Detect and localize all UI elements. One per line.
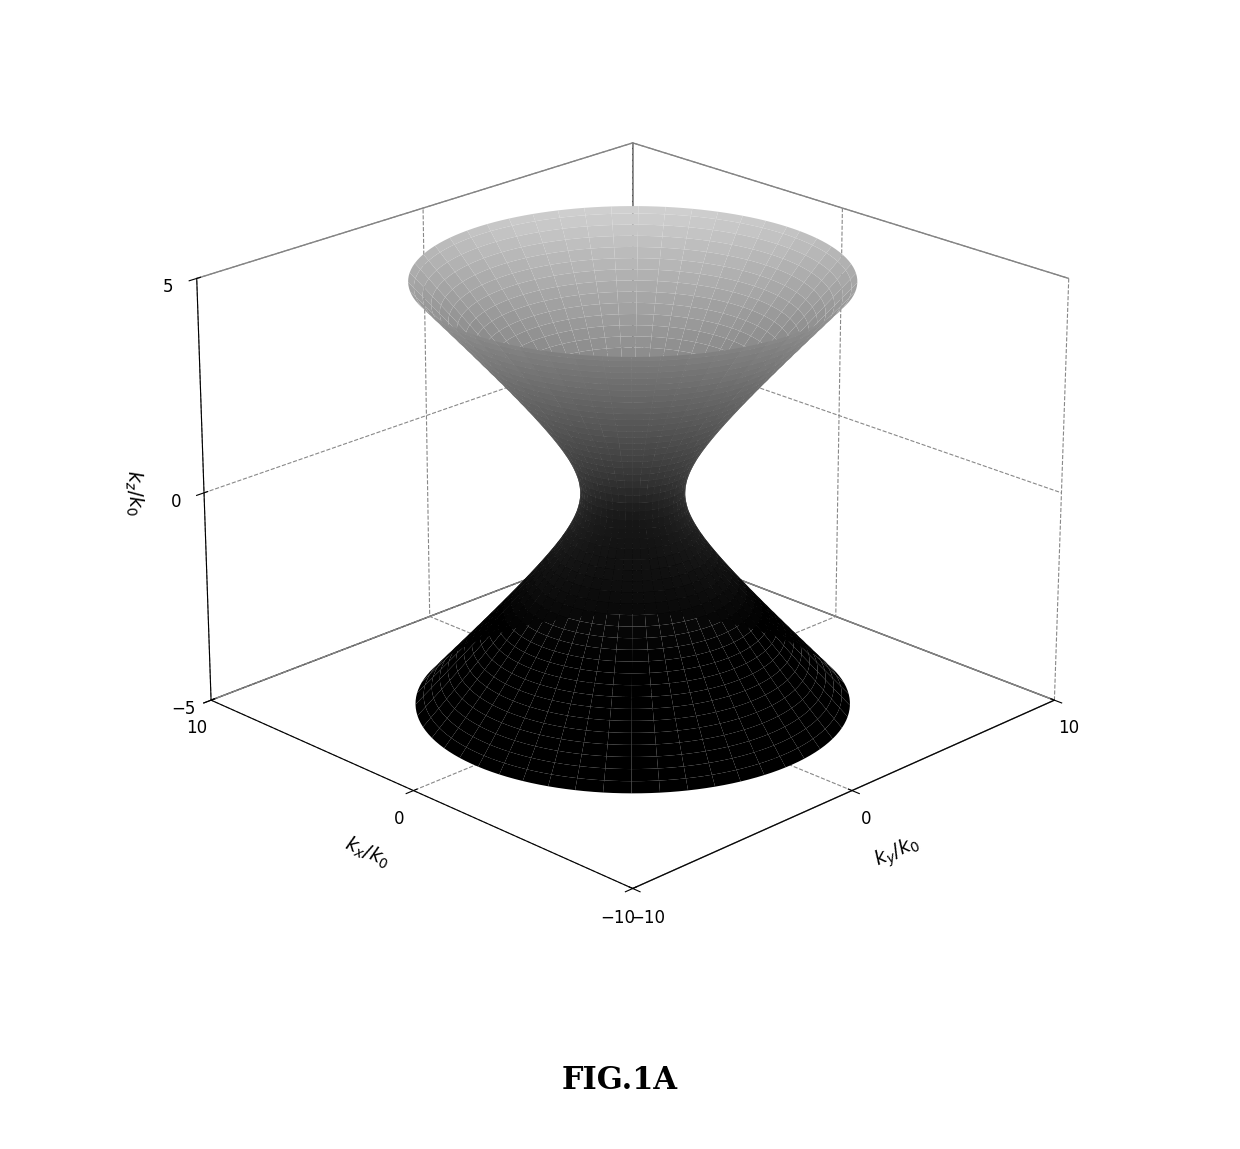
Y-axis label: $k_x/k_0$: $k_x/k_0$ [341,833,394,873]
X-axis label: $k_y/k_0$: $k_y/k_0$ [870,832,925,874]
Text: FIG.1A: FIG.1A [562,1065,678,1095]
